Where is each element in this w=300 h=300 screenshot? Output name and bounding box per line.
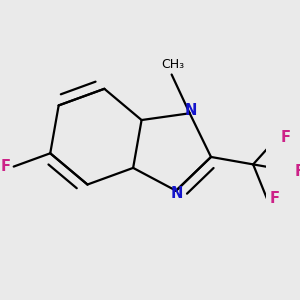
Text: F: F [295, 164, 300, 178]
Text: F: F [270, 191, 280, 206]
Text: F: F [281, 130, 291, 145]
Text: CH₃: CH₃ [161, 58, 184, 71]
Text: N: N [185, 103, 197, 118]
Text: F: F [1, 159, 10, 174]
Text: N: N [170, 186, 183, 201]
